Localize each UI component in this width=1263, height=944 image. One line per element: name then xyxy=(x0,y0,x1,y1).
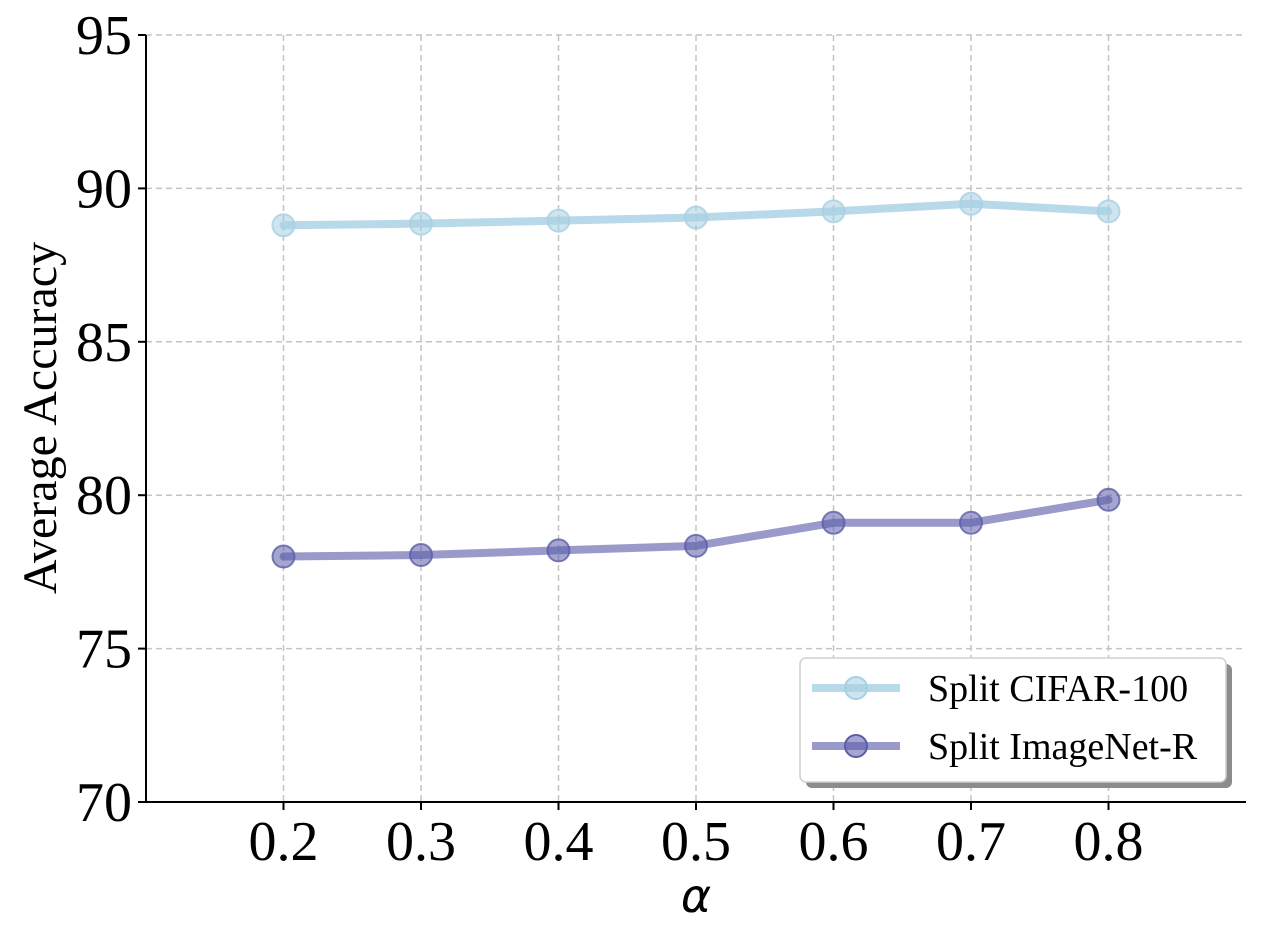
legend: Split CIFAR-100 Split ImageNet-R xyxy=(799,657,1232,788)
y-tick-label: 70 xyxy=(76,772,132,834)
data-point xyxy=(546,538,571,563)
data-point xyxy=(959,510,983,535)
data-point xyxy=(684,205,708,230)
data-point xyxy=(821,199,846,224)
x-axis-label: α xyxy=(681,869,711,923)
series-group xyxy=(271,191,1121,569)
x-tick-label: 0.4 xyxy=(524,811,594,873)
y-tick-label: 80 xyxy=(76,465,132,527)
series-1 xyxy=(271,191,1121,238)
data-point xyxy=(959,191,983,216)
y-tick-label: 95 xyxy=(76,5,132,67)
data-point xyxy=(1096,487,1121,512)
x-tick-label: 0.5 xyxy=(661,811,731,873)
x-tick-label: 0.6 xyxy=(799,811,869,873)
gridlines xyxy=(146,34,1246,803)
axes xyxy=(138,34,1246,810)
y-axis-label: Average Accuracy xyxy=(14,242,67,594)
data-point xyxy=(271,544,296,569)
tick-labels: 70 75 80 85 90 95 0.2 0.3 0.4 0.5 0.6 0.7 0.8 xyxy=(76,5,1144,873)
data-point xyxy=(821,510,846,535)
x-tick-label: 0.7 xyxy=(936,811,1006,873)
legend-entry: Split CIFAR-100 xyxy=(812,668,1188,710)
legend-label: Split ImageNet-R xyxy=(928,726,1198,768)
y-tick-label: 85 xyxy=(76,312,132,374)
legend-marker xyxy=(844,676,868,700)
data-point xyxy=(271,213,296,238)
y-tick-label: 75 xyxy=(76,619,132,681)
legend-entry: Split ImageNet-R xyxy=(812,726,1198,768)
x-tick-label: 0.2 xyxy=(249,811,319,873)
data-point xyxy=(409,211,433,236)
legend-label: Split CIFAR-100 xyxy=(928,668,1188,710)
y-tick-label: 90 xyxy=(76,158,132,220)
x-tick-label: 0.3 xyxy=(386,811,456,873)
series-2 xyxy=(271,487,1121,569)
data-point xyxy=(546,208,571,233)
legend-box xyxy=(799,657,1227,783)
data-point xyxy=(1096,199,1121,224)
data-point xyxy=(684,533,708,558)
x-tick-label: 0.8 xyxy=(1074,811,1144,873)
legend-marker xyxy=(844,734,868,758)
data-point xyxy=(409,543,433,568)
